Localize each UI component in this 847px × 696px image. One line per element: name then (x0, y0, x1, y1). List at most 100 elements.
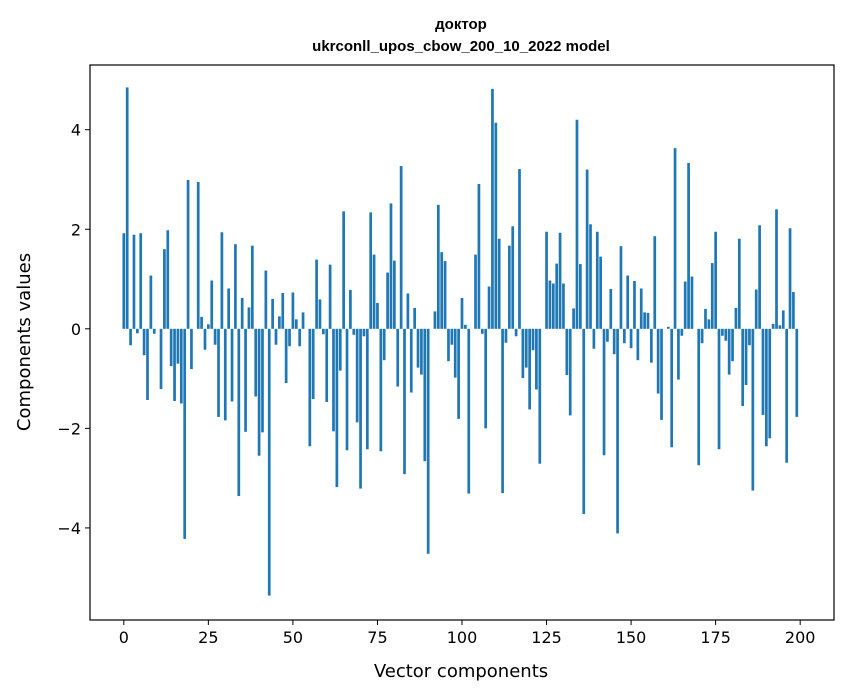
bar-6 (142, 328, 146, 356)
bar-140 (595, 231, 599, 329)
bar-143 (606, 328, 609, 342)
bar-184 (744, 328, 748, 386)
bar-94 (440, 252, 444, 329)
bar-63 (335, 328, 339, 488)
bar-69 (355, 328, 359, 423)
bar-12 (163, 249, 166, 329)
bar-72 (365, 328, 369, 450)
bar-139 (592, 328, 596, 349)
bar-135 (579, 264, 582, 329)
bar-180 (731, 328, 734, 362)
bar-168 (690, 276, 694, 329)
bar-35 (240, 297, 244, 329)
bar-123 (538, 328, 542, 464)
bar-37 (247, 307, 251, 329)
bar-27 (213, 328, 217, 345)
bar-89 (423, 328, 427, 462)
bar-190 (765, 328, 768, 447)
bar-55 (308, 328, 312, 447)
bar-62 (332, 328, 335, 432)
bar-118 (521, 328, 525, 379)
bar-178 (724, 328, 728, 341)
bar-18 (183, 328, 187, 539)
bar-4 (135, 328, 139, 334)
bar-76 (379, 328, 383, 452)
bar-154 (643, 312, 646, 329)
bar-171 (700, 328, 704, 344)
bar-32 (230, 328, 234, 402)
bar-43 (267, 328, 271, 596)
bar-170 (697, 328, 701, 466)
x-tick-label: 150 (616, 628, 647, 647)
bar-53 (301, 312, 305, 329)
bar-52 (298, 328, 302, 347)
bar-147 (619, 246, 623, 329)
bar-3 (132, 234, 136, 329)
bar-2 (129, 328, 132, 346)
x-tick-label: 50 (283, 628, 303, 647)
bar-41 (261, 328, 264, 433)
bar-50 (291, 292, 295, 329)
bar-96 (447, 328, 450, 362)
bar-44 (271, 298, 274, 329)
bar-158 (656, 328, 660, 394)
bar-25 (207, 324, 210, 329)
bar-67 (349, 289, 352, 329)
bar-95 (443, 261, 447, 329)
bar-22 (196, 181, 200, 329)
bar-161 (666, 326, 670, 329)
x-tick-label: 200 (785, 628, 816, 647)
bar-175 (714, 231, 717, 329)
bar-15 (173, 328, 176, 401)
bar-28 (217, 328, 220, 417)
bar-198 (792, 291, 795, 329)
bar-177 (721, 328, 724, 336)
y-tick-label: −2 (57, 419, 81, 438)
x-tick-label: 75 (367, 628, 387, 647)
bar-58 (318, 299, 322, 329)
bar-98 (453, 328, 457, 378)
bar-129 (558, 232, 562, 329)
bar-152 (636, 328, 640, 361)
y-axis: −4 −2 0 2 4 (57, 121, 90, 538)
bar-105 (477, 183, 481, 329)
bar-61 (328, 264, 332, 329)
bar-65 (342, 211, 345, 329)
bar-17 (179, 328, 183, 404)
bar-194 (778, 325, 782, 329)
bar-57 (315, 259, 318, 329)
bars-group (122, 87, 799, 596)
plot-frame (89, 64, 835, 621)
bar-108 (487, 286, 491, 329)
bar-81 (396, 328, 400, 387)
bar-138 (589, 224, 592, 329)
bar-144 (609, 288, 613, 329)
bar-153 (639, 288, 643, 329)
bar-133 (572, 308, 575, 329)
x-tick-label: 100 (447, 628, 478, 647)
y-tick-label: 2 (71, 220, 81, 239)
bar-189 (761, 328, 765, 415)
bar-195 (781, 310, 785, 329)
bar-181 (734, 307, 738, 329)
x-tick-label: 125 (531, 628, 562, 647)
bar-125 (545, 231, 548, 329)
bar-11 (159, 328, 163, 390)
bar-112 (501, 328, 504, 494)
bar-121 (531, 328, 535, 351)
bar-182 (737, 238, 741, 329)
bar-137 (585, 169, 589, 329)
bar-196 (785, 328, 789, 463)
bar-113 (504, 328, 508, 343)
bar-19 (186, 179, 190, 329)
bar-34 (237, 328, 241, 497)
chart-title-line2: ukrconll_upos_cbow_200_10_2022 model (312, 38, 610, 55)
bar-1 (125, 87, 129, 329)
bar-131 (565, 328, 569, 376)
chart-title-line1: доктор (435, 16, 487, 33)
bar-155 (646, 312, 650, 329)
bar-127 (551, 283, 555, 329)
bar-31 (227, 288, 231, 329)
bar-146 (616, 328, 619, 534)
bar-192 (771, 323, 775, 329)
